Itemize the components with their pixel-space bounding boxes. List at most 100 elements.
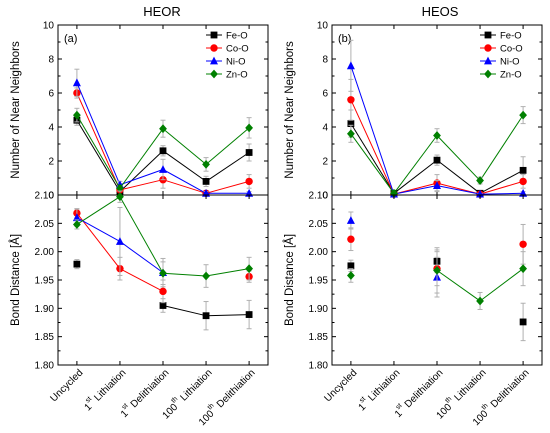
data-point	[347, 235, 355, 243]
x-label-superscript: st	[84, 396, 93, 405]
series-line	[76, 217, 121, 242]
legend-marker	[484, 31, 492, 39]
panel-heos-bottom: 1.80 1.85 1.90 1.95 2.00 2.05 2.10 Bond Distanc…	[283, 191, 543, 429]
data-point	[245, 264, 253, 274]
data-point	[202, 271, 210, 281]
x-tick-label: Uncycled	[323, 368, 360, 405]
series-line	[436, 269, 481, 302]
data-point	[476, 296, 484, 306]
x-label-rest: Delithiation	[213, 368, 258, 413]
data-point	[346, 216, 355, 224]
series-ni-o	[346, 39, 528, 198]
series-line	[350, 133, 395, 194]
data-point	[73, 110, 81, 120]
data-point	[245, 177, 253, 186]
data-point	[72, 78, 81, 87]
data-point	[519, 264, 527, 274]
data-point	[73, 260, 81, 268]
series-line	[393, 159, 438, 194]
y-axis-label: Number of Near Neighbors	[10, 41, 22, 179]
legend-marker	[484, 56, 492, 65]
y-tick-label: 6	[48, 89, 54, 100]
y-tick-label: 2.00	[309, 247, 329, 258]
series-co-o	[73, 87, 253, 197]
data-point	[159, 124, 167, 134]
legend-label: Fe-O	[500, 31, 522, 42]
series-line	[479, 180, 524, 195]
series-line	[205, 180, 250, 194]
x-label-main: 100	[197, 409, 217, 429]
series-line	[205, 152, 250, 182]
y-axis-label: Bond Distance [Å]	[9, 234, 22, 326]
series-line	[76, 212, 121, 269]
series-line	[479, 169, 524, 194]
series-line	[76, 92, 121, 191]
y-axis-label: Number of Near Neighbors	[284, 41, 296, 179]
series-line	[480, 192, 524, 195]
data-point	[159, 147, 167, 155]
data-point	[245, 149, 253, 156]
x-label-superscript: st	[395, 402, 404, 411]
series-co-o	[73, 208, 253, 304]
series-line	[76, 119, 121, 192]
data-point	[347, 262, 355, 270]
data-point	[347, 271, 355, 280]
legend-label: Co-O	[500, 44, 523, 55]
data-point	[519, 110, 527, 120]
series-line	[119, 241, 164, 274]
data-point	[476, 176, 484, 185]
y-tick-label: 1.85	[309, 332, 329, 343]
title-heor: HEOR	[143, 4, 181, 19]
legend: Fe-O Co-O Ni-O Zn-O	[480, 31, 523, 81]
panel-heor-top: 0 2 4 6 8 10 Number of Near Neighbors (a) Fe-O Co…	[10, 21, 269, 202]
data-point	[116, 192, 124, 202]
series-fe-o	[73, 259, 253, 331]
legend-marker	[210, 44, 218, 52]
series-line	[119, 128, 164, 189]
series-zn-o	[347, 247, 527, 310]
y-tick-label: 10	[317, 21, 329, 32]
y-axis-label: Bond Distance [Å]	[283, 234, 296, 326]
x-tick-label: Uncycled	[49, 368, 86, 405]
y-tick-label: 10	[43, 21, 55, 32]
x-label-main: 100	[471, 409, 491, 429]
data-point	[433, 131, 441, 140]
y-tick-label: 0	[48, 191, 54, 202]
x-label-superscript: th	[444, 396, 453, 405]
series-line	[436, 159, 481, 194]
legend-marker	[484, 44, 492, 52]
y-tick-label: 2.05	[35, 219, 55, 230]
data-point	[245, 123, 253, 133]
series-line	[119, 196, 164, 274]
series-line	[76, 82, 121, 185]
y-tick-label: 1.80	[309, 361, 329, 372]
x-label-rest: Lithiation	[177, 368, 215, 406]
series-line	[393, 135, 438, 194]
legend-marker	[210, 56, 218, 65]
y-tick-label: 1.95	[35, 276, 55, 287]
series-line	[479, 268, 524, 302]
y-tick-label: 1.90	[35, 304, 55, 315]
series-line	[206, 314, 250, 317]
data-point	[73, 220, 81, 229]
y-tick-label: 4	[322, 123, 328, 134]
data-point	[116, 183, 124, 193]
x-label-superscript: st	[121, 402, 130, 411]
x-label-rest: Delithiation	[401, 368, 446, 413]
series-line	[479, 114, 524, 181]
series-line	[205, 268, 250, 277]
data-point	[115, 237, 124, 245]
panel-heos-top: 0 2 4 6 8 10 Number of Near Neighbors (b) Fe-O Co…	[284, 21, 543, 202]
x-label-main: Uncycled	[49, 368, 86, 405]
y-tick-label: 6	[322, 89, 328, 100]
series-line	[119, 179, 164, 191]
series-line	[162, 169, 207, 194]
series-line	[436, 135, 481, 181]
series-ni-o	[346, 211, 441, 298]
y-tick-label: 8	[322, 55, 328, 66]
data-point	[476, 189, 485, 198]
legend-label: Ni-O	[226, 57, 246, 68]
x-label-main: 100	[161, 402, 181, 422]
series-line	[162, 305, 207, 317]
